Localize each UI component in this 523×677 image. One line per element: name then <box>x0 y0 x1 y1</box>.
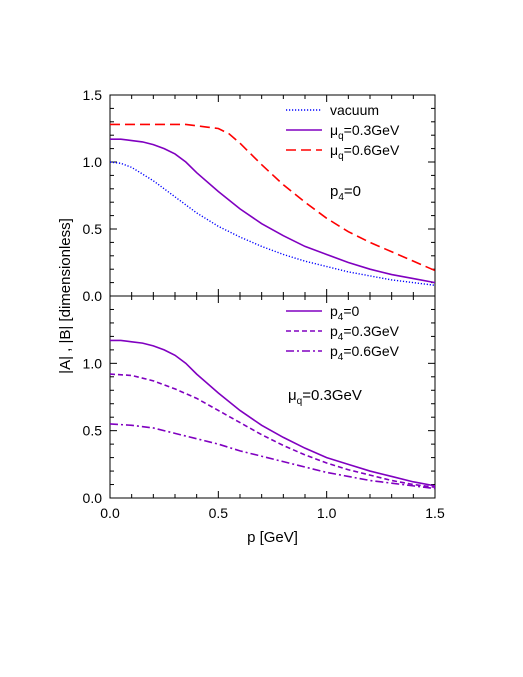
legend-label-2-sub: q <box>338 151 344 162</box>
legend-label-2-main: p <box>330 343 338 359</box>
y-tick-label: 0.0 <box>83 490 103 506</box>
legend-label-0-sub: 4 <box>338 312 344 323</box>
y-tick-label: 1.0 <box>83 154 103 170</box>
y-tick-label: 0.5 <box>83 221 103 237</box>
legend-label-2: p4=0.6GeV <box>330 343 400 363</box>
legend-label-0: vacuum <box>330 102 379 118</box>
legend-label-2-tail: =0.6GeV <box>344 142 400 158</box>
x-tick-label: 1.5 <box>425 505 445 521</box>
series-line-top-0 <box>109 161 436 286</box>
series-line-top-1 <box>110 138 436 284</box>
panel-annotation-main: μ <box>288 387 297 404</box>
legend-label-1-tail: =0.3GeV <box>344 122 400 138</box>
legend-label-0-tail: =0 <box>343 303 359 319</box>
legend-label-2-main: μ <box>330 142 338 158</box>
y-tick-label: 0.0 <box>83 288 103 304</box>
x-tick-label: 0.5 <box>209 505 229 521</box>
legend-label-1-main: μ <box>330 122 338 138</box>
y-tick-label: 1.0 <box>83 355 103 371</box>
y-axis-label: |A| , |B| [dimensionless] <box>57 218 74 374</box>
y-tick-label: 0.5 <box>83 423 103 439</box>
series-line-top-2 <box>110 123 436 272</box>
legend-label-2-sub: 4 <box>338 352 344 363</box>
panel-annotation-sub: 4 <box>338 192 344 203</box>
series-line-bottom-0 <box>110 339 436 487</box>
x-tick-label: 1.0 <box>317 505 337 521</box>
series-line-bottom-2 <box>109 423 436 490</box>
panel-annotation-sub: q <box>297 396 303 407</box>
legend-label-1-tail: =0.3GeV <box>343 323 399 339</box>
x-axis-label: p [GeV] <box>247 529 298 546</box>
legend-label-1: μq=0.3GeV <box>330 122 400 142</box>
panel-annotation-tail: =0.3GeV <box>302 387 362 404</box>
legend-label-1-sub: 4 <box>338 332 344 343</box>
legend-label-2-tail: =0.6GeV <box>343 343 399 359</box>
panel-annotation-tail: =0 <box>344 183 361 200</box>
panel-annotation: μq=0.3GeV <box>288 387 362 407</box>
ticks-bottom <box>109 295 436 499</box>
y-tick-label: 1.5 <box>83 87 103 103</box>
legend-label-2: μq=0.6GeV <box>330 142 400 162</box>
x-tick-label: 0.0 <box>100 505 120 521</box>
legend-label-0-main: p <box>330 303 338 319</box>
panel-annotation-main: p <box>330 183 338 200</box>
plot-frame-bottom <box>109 295 436 499</box>
panel-bottom: 0.0 0.5 1.0 0.0 0.5 1.0 1.5 p [GeV] |A| , |B| [d… <box>57 218 445 546</box>
panel-annotation: p4=0 <box>330 183 361 203</box>
legend-label-1-sub: q <box>338 131 344 142</box>
series-line-bottom-1 <box>109 373 436 489</box>
legend-label-0-main: vacuum <box>330 102 379 118</box>
legend-label-1-main: p <box>330 323 338 339</box>
legend-label-0: p4=0 <box>330 303 360 323</box>
legend-label-1: p4=0.3GeV <box>330 323 400 343</box>
